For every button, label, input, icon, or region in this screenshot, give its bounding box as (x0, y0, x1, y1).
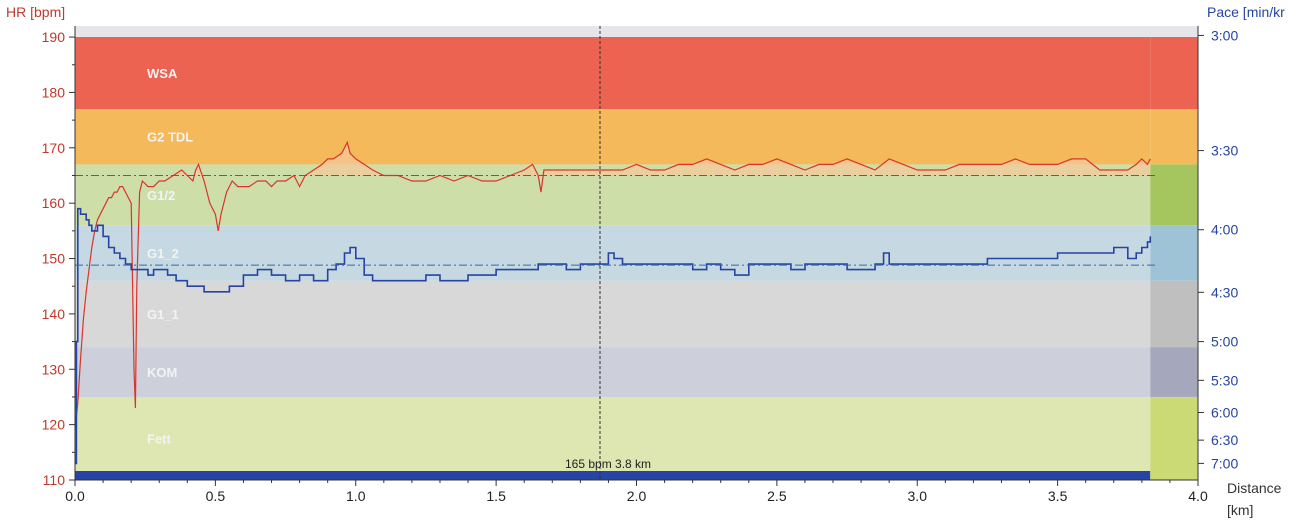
y-right-tick-label: 4:00 (1211, 222, 1238, 238)
zone-band-6 (75, 37, 1151, 110)
y-right-tick-label: 5:30 (1211, 372, 1238, 388)
y-left-tick-label: 160 (42, 195, 66, 211)
y-right-tick-label: 3:30 (1211, 143, 1238, 159)
y-axis-left-label: HR [bpm] (6, 4, 65, 20)
cursor: 165 bpm 3.8 km (565, 26, 651, 480)
x-axis-unit-label: [km] (1227, 502, 1253, 518)
y-right-tick-label: 4:30 (1211, 284, 1238, 300)
cursor-label: 165 bpm 3.8 km (565, 457, 651, 471)
zone-strip-1 (1150, 347, 1198, 397)
plot-top-band (75, 26, 1198, 37)
y-left-tick-label: 180 (42, 84, 66, 100)
axes: 110 120 130 140 150 160 170 180 190 3:00 3:30 4:00 4… (42, 26, 1238, 504)
y-left-tick-label: 140 (42, 306, 66, 322)
zone-band-2 (75, 280, 1151, 348)
zone-strip-6 (1150, 37, 1198, 110)
zone-strip-5 (1150, 109, 1198, 165)
zone-label-6: WSA (147, 66, 178, 81)
y-right-tick-label: 6:30 (1211, 432, 1238, 448)
pace-series (75, 207, 1152, 465)
zone-strip-3 (1150, 225, 1198, 281)
y-right-tick-label: 3:00 (1211, 27, 1238, 43)
y-left-tick-label: 110 (43, 472, 66, 488)
y-right-tick-label: 7:00 (1211, 455, 1238, 471)
x-tick-label: 1.5 (486, 488, 506, 504)
y-right-tick-label: 5:00 (1211, 334, 1238, 350)
x-tick-label: 3.0 (908, 488, 928, 504)
zone-strip-4 (1150, 164, 1198, 226)
zone-strip-0 (1150, 396, 1198, 480)
y-right-tick-label: 6:00 (1211, 404, 1238, 420)
x-tick-label: 4.0 (1188, 488, 1208, 504)
x-tick-label: 2.5 (767, 488, 787, 504)
zone-band-1 (75, 347, 1151, 397)
x-tick-label: 2.0 (627, 488, 647, 504)
x-axis-label: Distance (1227, 480, 1282, 496)
reference-lines (75, 174, 1156, 266)
x-tick-label: 0.0 (65, 488, 85, 504)
y-left-tick-label: 170 (42, 140, 66, 156)
zone-bands (75, 26, 1198, 480)
zone-label-1: KOM (147, 365, 177, 380)
y-left-tick-label: 120 (42, 417, 66, 433)
zone-band-5 (75, 109, 1151, 165)
zone-label-5: G2 TDL (147, 130, 193, 145)
y-left-tick-label: 190 (42, 29, 66, 45)
zone-labels: Fett KOM G1_1 G1_2 G1/2 G2 TDL WSA (147, 66, 193, 446)
zone-strip-2 (1150, 280, 1198, 348)
bottom-bar (75, 471, 1151, 480)
zone-label-3: G1_2 (147, 246, 179, 261)
hr-area (75, 142, 1151, 176)
zone-label-0: Fett (147, 431, 172, 446)
zone-label-2: G1_1 (147, 307, 179, 322)
y-left-tick-label: 130 (42, 361, 66, 377)
hr-series (74, 140, 1151, 431)
zone-label-4: G1/2 (147, 188, 175, 203)
x-tick-label: 1.0 (346, 488, 366, 504)
y-left-tick-label: 150 (42, 251, 66, 267)
x-tick-label: 0.5 (206, 488, 226, 504)
y-axis-right-label: Pace [min/kr (1207, 4, 1285, 20)
x-tick-label: 3.5 (1048, 488, 1068, 504)
zone-strip (1150, 37, 1198, 480)
hr-line (74, 140, 1151, 431)
zone-band-0 (75, 396, 1151, 480)
pace-line (75, 207, 1152, 465)
